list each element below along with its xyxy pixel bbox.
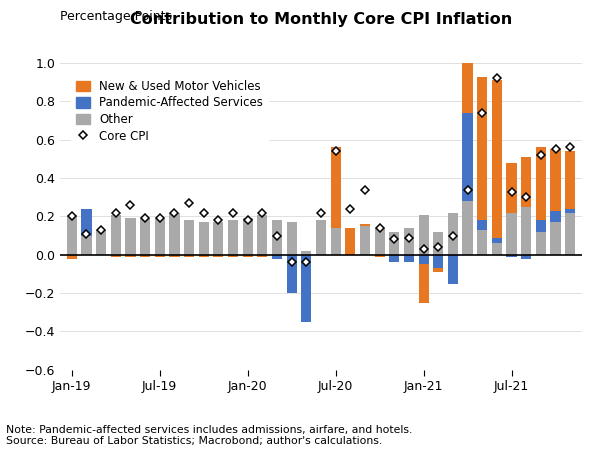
Bar — [374, 255, 385, 257]
Bar — [433, 268, 443, 272]
Bar — [184, 255, 194, 257]
Bar — [433, 232, 443, 255]
Bar — [199, 222, 209, 255]
Bar — [506, 163, 517, 213]
Bar — [536, 232, 546, 255]
Bar — [213, 255, 223, 257]
Bar — [565, 209, 575, 213]
Bar — [169, 213, 179, 255]
Bar — [96, 230, 106, 255]
Bar — [213, 222, 223, 255]
Bar — [419, 215, 429, 255]
Bar — [67, 215, 77, 255]
Bar — [110, 215, 121, 255]
Text: Percentage Points: Percentage Points — [60, 10, 172, 23]
Bar — [463, 113, 473, 201]
Title: Contribution to Monthly Core CPI Inflation: Contribution to Monthly Core CPI Inflati… — [130, 12, 512, 27]
Bar — [565, 213, 575, 255]
Bar — [242, 218, 253, 255]
Bar — [125, 218, 136, 255]
Bar — [81, 209, 92, 235]
Bar — [199, 255, 209, 257]
Bar — [155, 218, 165, 255]
Bar — [389, 232, 400, 255]
Bar — [448, 255, 458, 284]
Bar — [521, 255, 532, 259]
Bar — [492, 244, 502, 255]
Bar — [257, 255, 268, 257]
Bar — [550, 149, 561, 211]
Bar — [301, 251, 311, 255]
Bar — [389, 255, 400, 262]
Bar — [550, 211, 561, 222]
Bar — [565, 152, 575, 209]
Bar — [184, 220, 194, 255]
Bar — [155, 255, 165, 257]
Bar — [492, 80, 502, 238]
Bar — [140, 255, 150, 257]
Bar — [272, 255, 282, 259]
Bar — [521, 207, 532, 255]
Bar — [477, 77, 487, 220]
Bar — [477, 220, 487, 230]
Bar — [521, 157, 532, 207]
Bar — [550, 222, 561, 255]
Bar — [287, 222, 297, 255]
Bar — [110, 255, 121, 257]
Bar — [404, 255, 414, 262]
Bar — [242, 255, 253, 257]
Bar — [169, 255, 179, 257]
Bar — [477, 230, 487, 255]
Bar — [360, 224, 370, 226]
Bar — [81, 235, 92, 255]
Bar — [374, 228, 385, 255]
Bar — [404, 228, 414, 255]
Bar — [463, 2, 473, 113]
Bar — [316, 220, 326, 255]
Bar — [345, 228, 355, 255]
Bar — [67, 255, 77, 259]
Bar — [228, 220, 238, 255]
Bar — [419, 255, 429, 264]
Bar — [419, 264, 429, 303]
Bar — [536, 147, 546, 220]
Bar — [287, 255, 297, 293]
Bar — [125, 255, 136, 257]
Bar — [536, 220, 546, 232]
Bar — [272, 220, 282, 255]
Bar — [448, 213, 458, 255]
Bar — [140, 218, 150, 255]
Bar — [492, 238, 502, 244]
Bar — [506, 255, 517, 257]
Bar — [331, 147, 341, 228]
Bar — [433, 255, 443, 268]
Text: Note: Pandemic-affected services includes admissions, airfare, and hotels.
Sourc: Note: Pandemic-affected services include… — [6, 425, 412, 446]
Bar — [257, 215, 268, 255]
Bar — [360, 226, 370, 255]
Bar — [228, 255, 238, 257]
Bar — [331, 228, 341, 255]
Legend: New & Used Motor Vehicles, Pandemic-Affected Services, Other, Core CPI: New & Used Motor Vehicles, Pandemic-Affe… — [71, 75, 268, 147]
Bar — [463, 201, 473, 255]
Bar — [506, 213, 517, 255]
Bar — [301, 255, 311, 322]
